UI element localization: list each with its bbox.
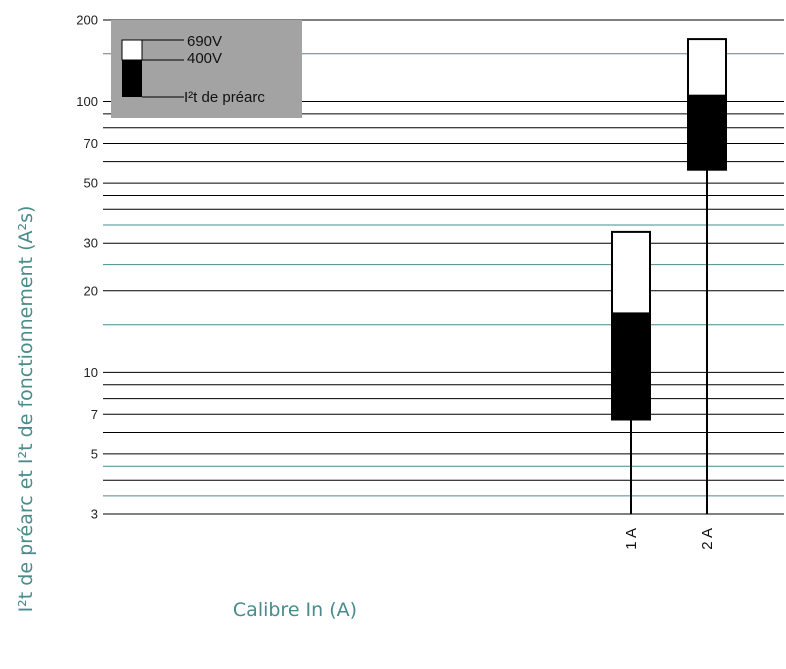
bar-group [611,230,651,514]
x-axis-title: Calibre In (A) [233,599,357,621]
category-label: 1 A [623,528,640,550]
legend: 690V 400V I²t de préarc [111,20,302,118]
legend-label-400v: 400V [187,50,222,67]
legend-label-prearc: I²t de préarc [184,89,265,106]
legend-label-690v: 690V [187,33,222,50]
bars [611,38,727,514]
grid [103,19,784,515]
y-tick-label: 7 [91,407,98,422]
y-tick-label: 70 [84,136,98,151]
y-tick-label: 30 [84,236,98,251]
bar-400v-segment [611,312,651,421]
category-labels: 1 A 2 A [623,528,716,550]
category-label: 2 A [699,528,716,550]
y-tick-label: 5 [91,446,98,461]
y-tick-label: 200 [76,13,98,28]
bar-690v-segment [611,230,651,315]
y-tick-label: 3 [91,507,98,522]
legend-swatch-400v [122,60,142,97]
y-tick-label: 100 [76,94,98,109]
y-tick-label: 20 [84,283,98,298]
bar-group [687,38,727,514]
bar-690v-segment [687,38,727,97]
y-tick-labels: 3 5 7 10 20 30 50 70 100 200 [76,13,98,522]
y-axis-title: I²t de préarc et I²t de fonctionnement (… [15,206,37,613]
legend-swatch-690v [121,39,143,61]
bar-400v-segment [687,94,727,171]
y-tick-label: 50 [84,176,98,191]
y-tick-label: 10 [84,365,98,380]
legend-background [111,20,302,118]
